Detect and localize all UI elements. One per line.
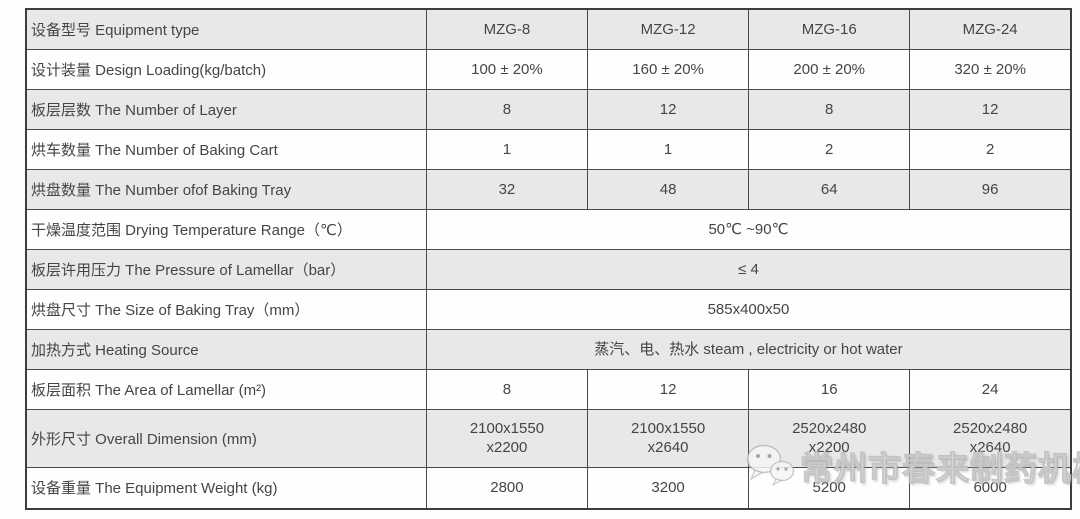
model-name-mzg16: MZG-16 [748, 8, 911, 50]
cell-value: 8 [748, 88, 911, 130]
row-label-equipment-type: 设备型号 Equipment type [25, 8, 427, 50]
row-label-overall-dimension: 外形尺寸 Overall Dimension (mm) [25, 408, 427, 468]
cell-value: 64 [748, 168, 911, 210]
table-row-baking-tray-count: 烘盘数量 The Number ofof Baking Tray 32 48 6… [25, 168, 1072, 210]
row-label-baking-tray-count: 烘盘数量 The Number ofof Baking Tray [25, 168, 427, 210]
cell-value: 100 ± 20% [425, 48, 589, 90]
cell-value: 2100x1550 x2200 [425, 408, 589, 468]
table-row-temperature-range: 干燥温度范围 Drying Temperature Range（℃） 50℃ ~… [25, 208, 1072, 250]
cell-value-span: ≤ 4 [425, 248, 1072, 290]
row-label-pressure: 板层许用压力 The Pressure of Lamellar（bar） [25, 248, 427, 290]
table-row-number-of-layer: 板层层数 The Number of Layer 8 12 8 12 [25, 88, 1072, 130]
cell-value: 6000 [909, 466, 1072, 510]
table-row-lamellar-area: 板层面积 The Area of Lamellar (m²) 8 12 16 2… [25, 368, 1072, 410]
cell-value: 12 [587, 368, 750, 410]
table-row-equipment-type: 设备型号 Equipment type MZG-8 MZG-12 MZG-16 … [25, 8, 1072, 50]
row-label-lamellar-area: 板层面积 The Area of Lamellar (m²) [25, 368, 427, 410]
table-row-baking-cart: 烘车数量 The Number of Baking Cart 1 1 2 2 [25, 128, 1072, 170]
cell-value: 24 [909, 368, 1072, 410]
model-name-mzg8: MZG-8 [425, 8, 589, 50]
cell-value-span: 585x400x50 [425, 288, 1072, 330]
cell-value: 12 [587, 88, 750, 130]
cell-value: 3200 [587, 466, 750, 510]
cell-value: 8 [425, 368, 589, 410]
cell-value: 2100x1550 x2640 [587, 408, 750, 468]
cell-value: 12 [909, 88, 1072, 130]
cell-value: 96 [909, 168, 1072, 210]
table-row-heating-source: 加热方式 Heating Source 蒸汽、电、热水 steam , elec… [25, 328, 1072, 370]
cell-value: 2 [909, 128, 1072, 170]
cell-value: 200 ± 20% [748, 48, 911, 90]
table-row-design-loading: 设计装量 Design Loading(kg/batch) 100 ± 20% … [25, 48, 1072, 90]
cell-value: 32 [425, 168, 589, 210]
cell-value: 16 [748, 368, 911, 410]
row-label-heating-source: 加热方式 Heating Source [25, 328, 427, 370]
cell-value: 2520x2480 x2640 [909, 408, 1072, 468]
table-row-equipment-weight: 设备重量 The Equipment Weight (kg) 2800 3200… [25, 466, 1072, 510]
equipment-spec-table: 设备型号 Equipment type MZG-8 MZG-12 MZG-16 … [25, 8, 1072, 510]
cell-value: 48 [587, 168, 750, 210]
cell-value-span: 蒸汽、电、热水 steam , electricity or hot water [425, 328, 1072, 370]
cell-value: 1 [587, 128, 750, 170]
row-label-equipment-weight: 设备重量 The Equipment Weight (kg) [25, 466, 427, 510]
cell-value: 160 ± 20% [587, 48, 750, 90]
table-row-tray-size: 烘盘尺寸 The Size of Baking Tray（mm） 585x400… [25, 288, 1072, 330]
cell-value: 320 ± 20% [909, 48, 1072, 90]
cell-value: 2800 [425, 466, 589, 510]
table-row-pressure: 板层许用压力 The Pressure of Lamellar（bar） ≤ 4 [25, 248, 1072, 290]
model-name-mzg24: MZG-24 [909, 8, 1072, 50]
row-label-baking-cart: 烘车数量 The Number of Baking Cart [25, 128, 427, 170]
row-label-design-loading: 设计装量 Design Loading(kg/batch) [25, 48, 427, 90]
cell-value: 5200 [748, 466, 911, 510]
table-row-overall-dimension: 外形尺寸 Overall Dimension (mm) 2100x1550 x2… [25, 408, 1072, 468]
cell-value-span: 50℃ ~90℃ [425, 208, 1072, 250]
model-name-mzg12: MZG-12 [587, 8, 750, 50]
row-label-number-of-layer: 板层层数 The Number of Layer [25, 88, 427, 130]
row-label-tray-size: 烘盘尺寸 The Size of Baking Tray（mm） [25, 288, 427, 330]
row-label-temperature-range: 干燥温度范围 Drying Temperature Range（℃） [25, 208, 427, 250]
cell-value: 2 [748, 128, 911, 170]
cell-value: 8 [425, 88, 589, 130]
cell-value: 1 [425, 128, 589, 170]
cell-value: 2520x2480 x2200 [748, 408, 911, 468]
